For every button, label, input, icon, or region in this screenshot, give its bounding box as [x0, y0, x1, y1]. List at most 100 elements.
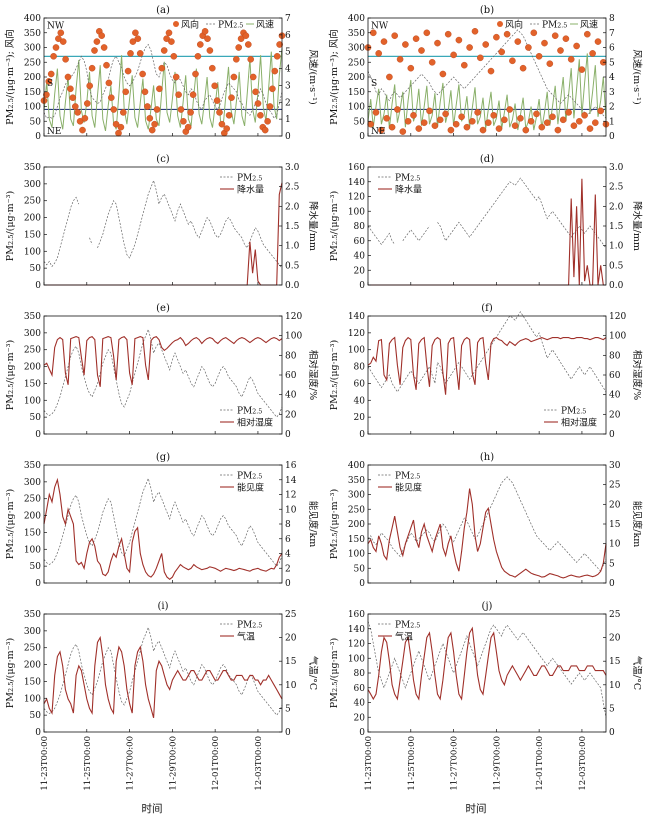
- wind-direction-point: [543, 119, 551, 126]
- series-line-PM2.5: [367, 177, 607, 249]
- y2-tick-label: 4: [609, 73, 615, 83]
- chart-c: (c) 0 50 100 150 200 250 300 350 0.0 0.5 1.0 1.5 2.0 2…: [5, 154, 319, 291]
- y2-axis-label: 降水量/mm: [307, 201, 319, 251]
- wind-direction-point: [434, 39, 441, 47]
- y-tick-label: 60: [354, 237, 366, 247]
- wind-direction-point: [192, 70, 199, 78]
- y2-tick-label: 40: [609, 391, 621, 401]
- wind-direction-point: [228, 94, 235, 101]
- y-tick-label: 20: [354, 713, 366, 723]
- x-tick-label: 11-25T00:00: [407, 736, 417, 791]
- wind-direction-point: [165, 29, 173, 37]
- wind-direction-point: [218, 120, 226, 128]
- wind-direction-point: [476, 54, 484, 62]
- y2-tick-label: 1: [609, 117, 615, 127]
- chart-title: (j): [482, 601, 493, 612]
- y-axis-label: PM2.5/(μg·m⁻³): [329, 638, 340, 708]
- y2-tick-label: 80: [609, 351, 621, 361]
- y2-tick-label: 2: [609, 103, 615, 113]
- wind-direction-point: [468, 118, 476, 125]
- chart-f: (f) 0 20 40 60 80 100 120 140 0 20 40 60 80 100 120 PM2.…: [329, 303, 643, 440]
- y2-axis-label: 能见度/km: [631, 501, 643, 547]
- legend-label-PM2.5: PM2.5: [395, 174, 420, 184]
- direction-label-s: S: [371, 79, 377, 89]
- x-tick-label: 11-29T00:00: [492, 736, 502, 791]
- wind-direction-point: [55, 35, 62, 43]
- y-tick-label: 0: [359, 728, 365, 738]
- y2-tick-label: 1.0: [285, 242, 300, 252]
- wind-direction-point: [201, 27, 209, 35]
- y2-tick-label: 4: [285, 65, 291, 75]
- wind-direction-point: [388, 123, 396, 131]
- y-tick-label: 40: [354, 699, 366, 709]
- chart-title: (c): [156, 154, 170, 165]
- wind-direction-point: [110, 106, 117, 113]
- wind-direction-point: [490, 112, 498, 119]
- wind-direction-point: [237, 35, 245, 43]
- wind-direction-point: [170, 53, 178, 60]
- wind-direction-point: [160, 47, 168, 54]
- y2-tick-label: 8: [609, 14, 615, 24]
- y-tick-label: 100: [24, 396, 41, 406]
- y2-tick-label: 25: [609, 610, 621, 620]
- wind-direction-point: [187, 109, 194, 116]
- y2-tick-label: 20: [285, 410, 297, 420]
- y2-axis-label: 相对湿度/%: [307, 350, 319, 400]
- chart-g: (g) 0 50 100 150 200 250 300 350 0 2 4 6 8 10 12 14 16 PM2…: [5, 452, 319, 589]
- wind-direction-point: [592, 119, 599, 126]
- wind-direction-point: [375, 50, 383, 57]
- y2-tick-label: 6: [285, 31, 291, 41]
- y-tick-label: 40: [354, 396, 366, 406]
- y2-tick-label: 0: [285, 430, 291, 440]
- wind-direction-point: [266, 103, 274, 110]
- wind-direction-point: [503, 30, 511, 38]
- wind-direction-point: [153, 106, 161, 113]
- y2-tick-label: 1: [285, 115, 291, 125]
- wind-direction-point: [132, 29, 139, 37]
- y2-tick-label: 20: [609, 634, 621, 644]
- wind-direction-point: [455, 36, 463, 44]
- wind-direction-point: [484, 119, 492, 126]
- series-line-PM2.5: [43, 43, 283, 119]
- y2-tick-label: 100: [609, 332, 626, 342]
- series-line-PM2.5: [43, 626, 283, 716]
- y-tick-label: 100: [348, 654, 365, 664]
- y2-tick-label: 10: [285, 505, 297, 515]
- y-tick-label: 300: [24, 478, 41, 488]
- legend-label-相对湿度: 相对湿度: [561, 417, 597, 429]
- y-tick-label: 100: [348, 103, 365, 113]
- chart-e: (e) 0 50 100 150 200 250 300 350 0 20 40 60 80 100 120 P…: [5, 303, 319, 440]
- y2-tick-label: 20: [609, 410, 621, 420]
- y-tick-label: 300: [24, 329, 41, 339]
- wind-direction-point: [45, 78, 53, 85]
- series-line-PM2.5: [43, 477, 283, 567]
- wind-direction-point: [471, 27, 479, 35]
- wind-direction-point: [271, 67, 279, 75]
- wind-direction-point: [474, 109, 481, 116]
- wind-direction-point: [404, 118, 412, 125]
- wind-direction-point: [112, 120, 120, 128]
- series-line-降水量: [44, 182, 283, 286]
- y-tick-label: 150: [348, 535, 365, 545]
- x-axis-label-right: 时间: [466, 802, 487, 815]
- wind-direction-point: [538, 123, 546, 131]
- y-tick-label: 200: [24, 512, 41, 522]
- chart-h: (h) 0 50 100 150 200 250 300 350 400 0 5 10 15 20 25 30 P…: [329, 452, 643, 589]
- series-line-PM2.5: [367, 29, 607, 119]
- chart-d: (d) 0 20 40 60 80 100 120 140 160 0.0 0.5 1.0 1.5 2.0 2…: [329, 154, 643, 291]
- y2-tick-label: 0: [609, 430, 615, 440]
- wind-direction-point: [67, 85, 74, 93]
- y2-tick-label: 100: [285, 332, 302, 342]
- x-tick-label: 12-03T00:00: [578, 736, 588, 791]
- y-tick-label: 0: [35, 430, 41, 440]
- wind-direction-point: [204, 35, 211, 43]
- y2-tick-label: 15: [285, 657, 297, 667]
- y2-tick-label: 0: [609, 728, 615, 738]
- wind-direction-point: [391, 32, 399, 40]
- y2-tick-label: 2.5: [609, 183, 624, 193]
- y-tick-label: 80: [354, 363, 366, 373]
- y2-tick-label: 20: [609, 500, 621, 510]
- wind-direction-point: [247, 56, 254, 63]
- y-tick-label: 100: [24, 103, 41, 113]
- wind-direction-point: [399, 128, 407, 135]
